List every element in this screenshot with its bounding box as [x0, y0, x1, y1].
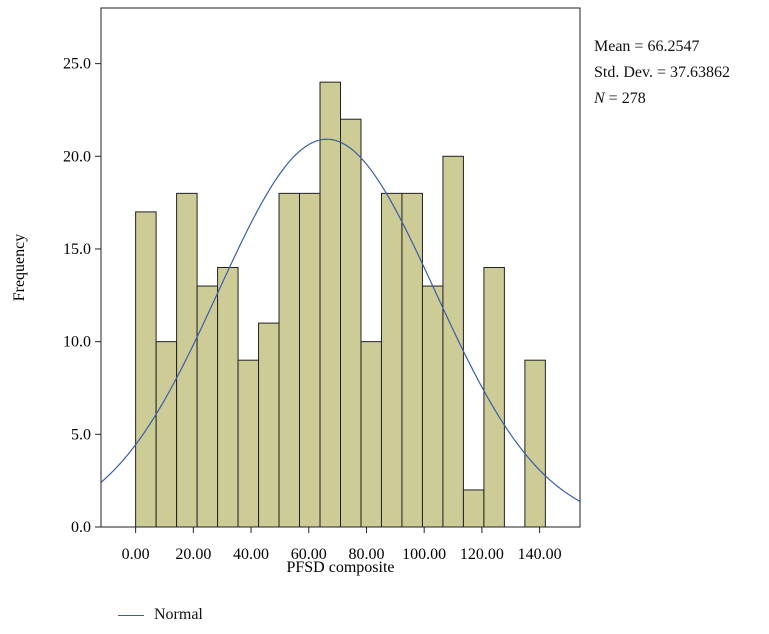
normal-line-swatch	[118, 614, 144, 616]
histogram-bar	[360, 341, 382, 528]
n-value: = 278	[604, 90, 646, 107]
y-tick-label: 25.0	[63, 56, 91, 73]
x-axis-label: PFSD composite	[286, 559, 394, 576]
histogram-bar	[319, 81, 342, 528]
statistics-box: Mean = 66.2547 Std. Dev. = 37.63862 N = …	[594, 34, 730, 112]
histogram-bar	[462, 489, 485, 528]
normal-curve-group	[100, 138, 581, 502]
x-tick-label: 120.00	[460, 546, 504, 563]
legend-normal-label: Normal	[154, 606, 203, 623]
histogram-bar	[380, 192, 403, 528]
x-tick-label: 40.00	[233, 546, 269, 563]
mean-stat: Mean = 66.2547	[594, 38, 700, 55]
x-tick-label: 100.00	[402, 546, 446, 563]
histogram-bar	[176, 192, 198, 528]
histogram-bar	[442, 155, 464, 528]
legend: Normal	[118, 606, 203, 624]
plot-frame	[100, 7, 581, 528]
x-tick-label: 20.00	[175, 546, 211, 563]
histogram-bar	[421, 285, 444, 528]
histogram-bar	[196, 285, 219, 528]
histogram-bar	[155, 341, 178, 528]
y-tick-label: 10.0	[63, 334, 91, 351]
histogram-bar	[237, 359, 260, 528]
n-stat: N = 278	[594, 86, 730, 112]
x-tick-label: 0.00	[122, 546, 150, 563]
y-axis-label: Frequency	[11, 234, 28, 302]
histogram-bar	[278, 192, 301, 528]
y-tick-label: 0.0	[71, 519, 91, 536]
axis-ticks-group: 0.0 5.0 10.0 15.0 20.0 25.0 0.00 20.00 40.00 60.0…	[63, 56, 562, 563]
histogram-bar	[258, 322, 280, 528]
y-tick-label: 20.0	[63, 148, 91, 165]
bars-group	[135, 81, 546, 528]
normal-curve	[100, 138, 581, 502]
y-tick-label: 15.0	[63, 241, 91, 258]
histogram-bar	[217, 267, 239, 528]
x-tick-label: 80.00	[348, 546, 384, 563]
x-tick-label: 140.00	[518, 546, 562, 563]
y-tick-label: 5.0	[71, 426, 91, 443]
n-symbol: N	[594, 90, 605, 107]
histogram-bar	[299, 192, 321, 528]
std-dev-stat: Std. Dev. = 37.63862	[594, 64, 730, 81]
histogram-bar	[340, 118, 362, 528]
histogram-bar	[135, 211, 157, 528]
x-tick-label: 60.00	[291, 546, 327, 563]
histogram-bar	[524, 359, 546, 528]
